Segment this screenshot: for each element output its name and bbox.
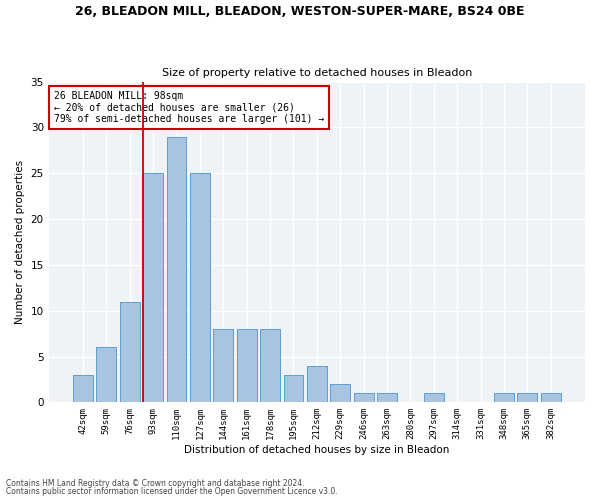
Bar (190, 173, 210, 402)
Bar (353, 393, 374, 402)
Bar (214, 329, 233, 402)
Bar (541, 393, 560, 402)
Bar (307, 366, 327, 403)
Bar (494, 393, 514, 402)
Bar (120, 302, 140, 402)
Bar (167, 136, 187, 402)
Bar (424, 393, 443, 402)
X-axis label: Distribution of detached houses by size in Bleadon: Distribution of detached houses by size … (184, 445, 449, 455)
Title: Size of property relative to detached houses in Bleadon: Size of property relative to detached ho… (161, 68, 472, 78)
Y-axis label: Number of detached properties: Number of detached properties (15, 160, 25, 324)
Bar (330, 384, 350, 402)
Bar (73, 375, 93, 402)
Bar (377, 393, 397, 402)
Bar (143, 173, 163, 402)
Text: 26, BLEADON MILL, BLEADON, WESTON-SUPER-MARE, BS24 0BE: 26, BLEADON MILL, BLEADON, WESTON-SUPER-… (75, 5, 525, 18)
Text: Contains public sector information licensed under the Open Government Licence v3: Contains public sector information licen… (6, 487, 338, 496)
Bar (97, 348, 116, 403)
Bar (517, 393, 537, 402)
Text: Contains HM Land Registry data © Crown copyright and database right 2024.: Contains HM Land Registry data © Crown c… (6, 478, 305, 488)
Bar (260, 329, 280, 402)
Text: 26 BLEADON MILL: 98sqm
← 20% of detached houses are smaller (26)
79% of semi-det: 26 BLEADON MILL: 98sqm ← 20% of detached… (54, 91, 324, 124)
Bar (237, 329, 257, 402)
Bar (284, 375, 304, 402)
